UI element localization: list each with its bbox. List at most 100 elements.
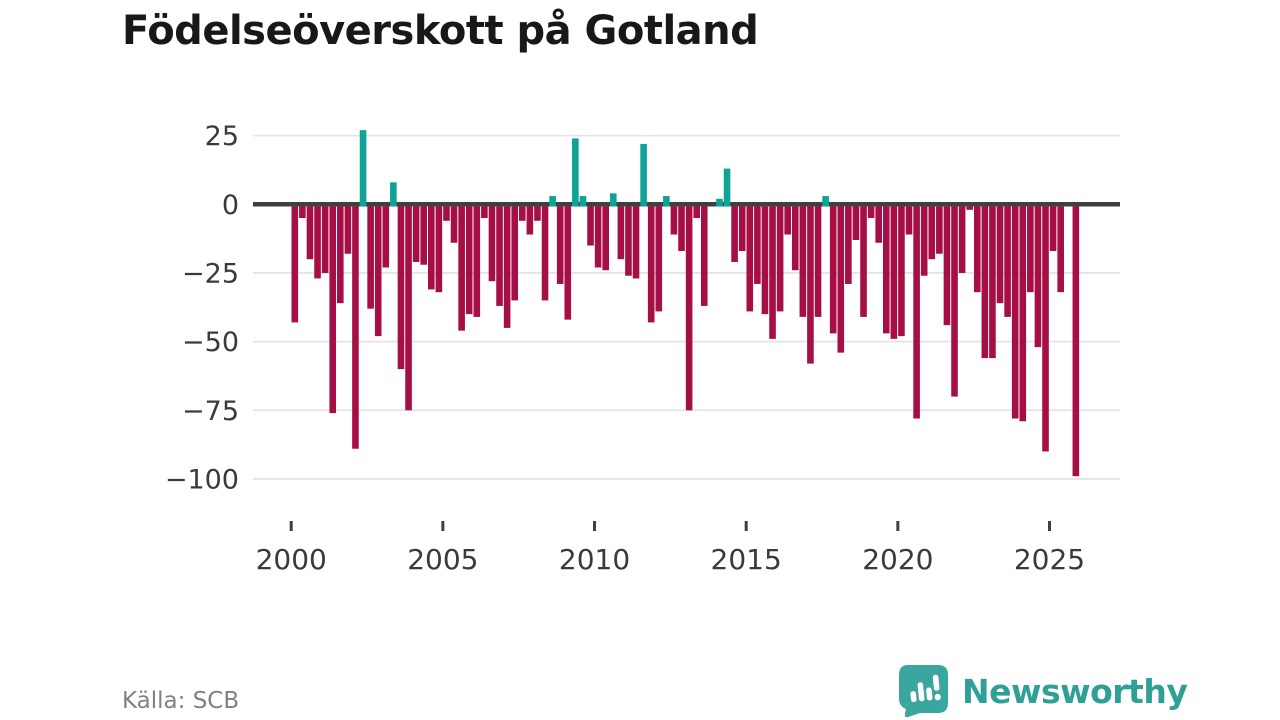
bar-2000q4 — [314, 206, 321, 279]
bar-2014q4 — [738, 206, 746, 251]
bar-2006q4 — [496, 206, 503, 306]
bar-2002q3 — [367, 206, 374, 309]
bar-2011q4 — [647, 206, 655, 323]
x-axis-label-2010: 2010 — [559, 543, 630, 576]
bar-2013q1 — [685, 206, 693, 411]
bar-2024q1 — [1019, 206, 1027, 422]
bar-2001q2 — [329, 206, 337, 414]
y-axis-label--75: −75 — [182, 396, 239, 427]
bar-2005q4 — [465, 206, 473, 315]
bar-2009q2 — [572, 138, 579, 207]
bar-2008q2 — [541, 206, 549, 301]
bar-2008q1 — [534, 206, 541, 221]
bar-2022q1 — [958, 206, 966, 273]
bar-2015q3 — [761, 206, 769, 315]
bar-2022q3 — [973, 206, 981, 293]
bar-2014q3 — [731, 206, 738, 262]
bar-2001q1 — [321, 206, 329, 273]
bar-2021q3 — [943, 206, 951, 326]
bar-2009q4 — [587, 206, 594, 246]
bar-2007q4 — [526, 206, 534, 235]
bar-2007q2 — [511, 206, 519, 301]
bar-2002q1 — [352, 206, 359, 449]
bar-2005q3 — [458, 206, 465, 331]
bar-2013q3 — [700, 206, 708, 306]
bar-2016q1 — [776, 206, 784, 312]
bar-2007q1 — [503, 206, 511, 328]
bar-2001q4 — [344, 206, 352, 254]
bar-2019q1 — [867, 206, 875, 219]
bar-2023q2 — [996, 206, 1004, 304]
bar-2006q3 — [488, 206, 496, 282]
bar-2015q4 — [769, 206, 776, 339]
bar-2010q1 — [594, 206, 602, 268]
bar-2018q4 — [860, 206, 867, 317]
bar-2012q4 — [678, 206, 685, 251]
newsworthy-logo: Newsworthy — [898, 664, 1188, 718]
bar-2000q2 — [299, 206, 306, 219]
bar-2025q1 — [1049, 206, 1057, 251]
bar-2012q3 — [670, 206, 678, 235]
bar-2019q4 — [890, 206, 898, 339]
bar-2016q3 — [791, 206, 799, 271]
bar-2018q2 — [845, 206, 852, 284]
bar-2017q1 — [807, 206, 814, 364]
bar-2021q2 — [936, 206, 943, 254]
bar-2010q3 — [609, 193, 617, 207]
bar-2025q4 — [1072, 206, 1080, 477]
bar-2003q2 — [390, 182, 397, 207]
bar-2016q2 — [784, 206, 791, 235]
bar-2020q1 — [898, 206, 905, 337]
y-axis-label--25: −25 — [182, 258, 239, 289]
bar-2024q2 — [1027, 206, 1034, 293]
bar-2021q1 — [928, 206, 936, 260]
bar-2021q4 — [951, 206, 958, 397]
x-axis-label-2025: 2025 — [1014, 543, 1085, 576]
newsworthy-speech-bubble-chart-icon — [899, 665, 948, 718]
bar-2002q4 — [374, 206, 382, 337]
bar-2017q4 — [829, 206, 837, 334]
y-axis-label--100: −100 — [165, 464, 239, 495]
bar-2006q2 — [481, 206, 488, 219]
bar-2022q2 — [966, 206, 973, 210]
bar-2013q2 — [693, 206, 700, 219]
mini-bar-chart-glyph — [910, 674, 941, 703]
y-axis-label-0: 0 — [222, 190, 239, 221]
bar-2004q4 — [435, 206, 443, 293]
bar-2012q1 — [655, 206, 663, 312]
x-axis-label-2015: 2015 — [711, 543, 782, 576]
x-axis-label-2000: 2000 — [256, 543, 327, 576]
bar-2014q1 — [716, 198, 723, 207]
bar-2019q3 — [882, 206, 890, 334]
bar-2015q2 — [754, 206, 761, 284]
bar-2011q3 — [640, 143, 647, 207]
bar-2005q2 — [450, 206, 458, 243]
bar-2025q2 — [1057, 206, 1064, 293]
bar-2004q2 — [420, 206, 428, 265]
y-axis-label-25: 25 — [205, 121, 239, 152]
bar-2000q3 — [306, 206, 314, 260]
bar-2014q2 — [723, 168, 731, 207]
bar-2023q3 — [1004, 206, 1011, 317]
bar-2009q1 — [564, 206, 572, 320]
bar-2022q4 — [981, 206, 989, 359]
bar-2003q3 — [397, 206, 405, 370]
bar-2017q2 — [814, 206, 822, 317]
bar-2004q1 — [412, 206, 420, 262]
chart-title: Födelseöverskott på Gotland — [122, 8, 759, 54]
bar-2005q1 — [443, 206, 450, 221]
newsworthy-wordmark: Newsworthy — [962, 671, 1188, 711]
bar-2009q3 — [579, 196, 587, 207]
bar-2004q3 — [427, 206, 435, 290]
bar-2015q1 — [746, 206, 754, 312]
bar-2023q1 — [989, 206, 996, 359]
bar-2012q2 — [663, 196, 670, 207]
bar-2008q4 — [556, 206, 564, 284]
bar-2016q4 — [799, 206, 807, 317]
bar-2024q3 — [1034, 206, 1042, 348]
bar-2018q3 — [852, 206, 860, 240]
bar-2001q3 — [337, 206, 344, 304]
bar-2000q1 — [291, 206, 299, 323]
bar-2008q3 — [549, 196, 556, 207]
